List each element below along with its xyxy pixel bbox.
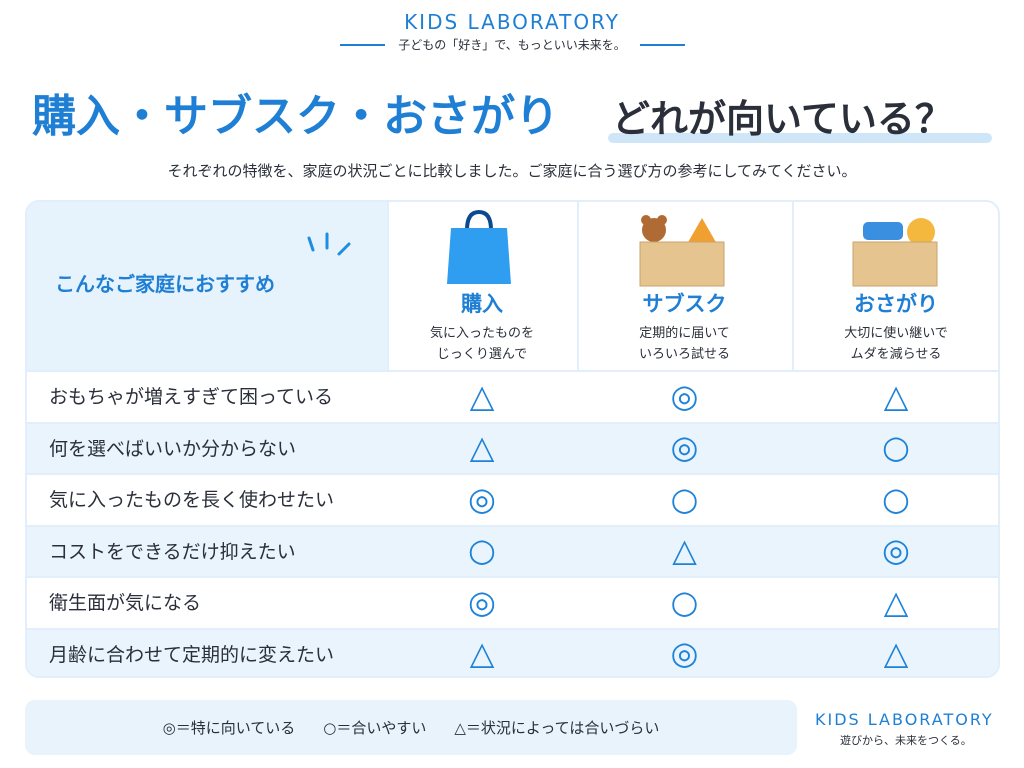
row-label: 月齢に合わせて定期的に変えたい <box>49 643 335 666</box>
subtitle: それぞれの特徴を、家庭の状況ごとに比較しました。ご家庭に合う選び方の参考にしてみ… <box>167 162 857 180</box>
footer-tagline: 遊びから、未来をつくる。 <box>840 734 972 747</box>
legend: ◎＝特に向いている ○＝合いやすい △＝状況によっては合いづらい <box>25 700 797 755</box>
comparison-table: こんなご家庭におすすめ 購入気に入ったものを じっくり選んで サブスク定期的に届いて… <box>25 200 1000 678</box>
rating-symbol: △ <box>883 582 909 621</box>
rating-symbol: ◎ <box>882 531 910 570</box>
row-label: 気に入ったものを長く使わせたい <box>49 489 335 512</box>
rating-symbol: △ <box>469 634 495 673</box>
row-label: コストをできるだけ抑えたい <box>49 540 296 563</box>
title-underline <box>608 133 992 143</box>
column-desc: いろいろ試せる <box>638 347 730 362</box>
column-desc: 大切に使い継いで <box>844 326 948 341</box>
deco-line <box>340 44 385 46</box>
box-icon <box>852 218 938 287</box>
title-sub: どれが向いている？ <box>612 97 953 141</box>
deco-line <box>640 44 685 46</box>
row-bg <box>27 473 998 525</box>
rating-symbol: △ <box>883 376 909 415</box>
rating-symbol: ○ <box>468 531 496 570</box>
legend-item: △＝状況によっては合いづらい <box>454 719 660 737</box>
rating-symbol: △ <box>469 376 495 415</box>
row-label: 何を選べばいいか分からない <box>49 437 297 460</box>
column-name: サブスク <box>642 292 727 316</box>
column-name: おさがり <box>854 292 938 316</box>
corner-cell <box>27 202 387 370</box>
row-label: おもちゃが増えすぎて困っている <box>49 386 334 409</box>
rating-symbol: △ <box>469 428 495 467</box>
bag-icon <box>447 209 511 284</box>
title-main: 購入・サブスク・おさがり <box>32 91 560 142</box>
row-bg <box>27 627 998 676</box>
rating-symbol: △ <box>883 634 909 673</box>
rating-symbol: ◎ <box>670 428 699 467</box>
row-bg <box>27 576 998 628</box>
column-desc: ムダを減らせる <box>850 347 942 362</box>
footer-brand: KIDS LABORATORY <box>815 710 994 729</box>
header-brand: KIDS LABORATORY <box>404 10 620 34</box>
header-tagline: 子どもの「好き」で、もっといい未来を。 <box>398 38 626 52</box>
row-bg <box>27 421 998 473</box>
rating-symbol: ◎ <box>670 634 699 673</box>
column-desc: じっくり選んで <box>436 347 528 362</box>
rating-symbol: ○ <box>670 479 699 518</box>
rating-symbol: ○ <box>670 582 699 621</box>
rating-symbol: ◎ <box>468 582 496 621</box>
column-desc: 定期的に届いて <box>639 326 730 341</box>
row-bg <box>27 370 998 422</box>
rating-symbol: △ <box>672 531 697 570</box>
rating-symbol: ◎ <box>670 376 699 415</box>
column-desc: 気に入ったものを <box>429 326 534 341</box>
row-label: 衛生面が気になる <box>49 592 202 615</box>
rating-symbol: ○ <box>882 428 910 467</box>
legend-box <box>25 700 797 755</box>
legend-item: ◎＝特に向いている <box>162 719 296 737</box>
sparkle <box>307 232 351 256</box>
column-name: 購入 <box>461 292 503 316</box>
row-bg <box>27 524 998 576</box>
rating-symbol: ○ <box>882 479 910 518</box>
rating-symbol: ◎ <box>468 479 496 518</box>
legend-item: ○＝合いやすい <box>323 719 427 737</box>
box-icon <box>639 215 725 287</box>
corner-label: こんなご家庭におすすめ <box>55 272 275 296</box>
